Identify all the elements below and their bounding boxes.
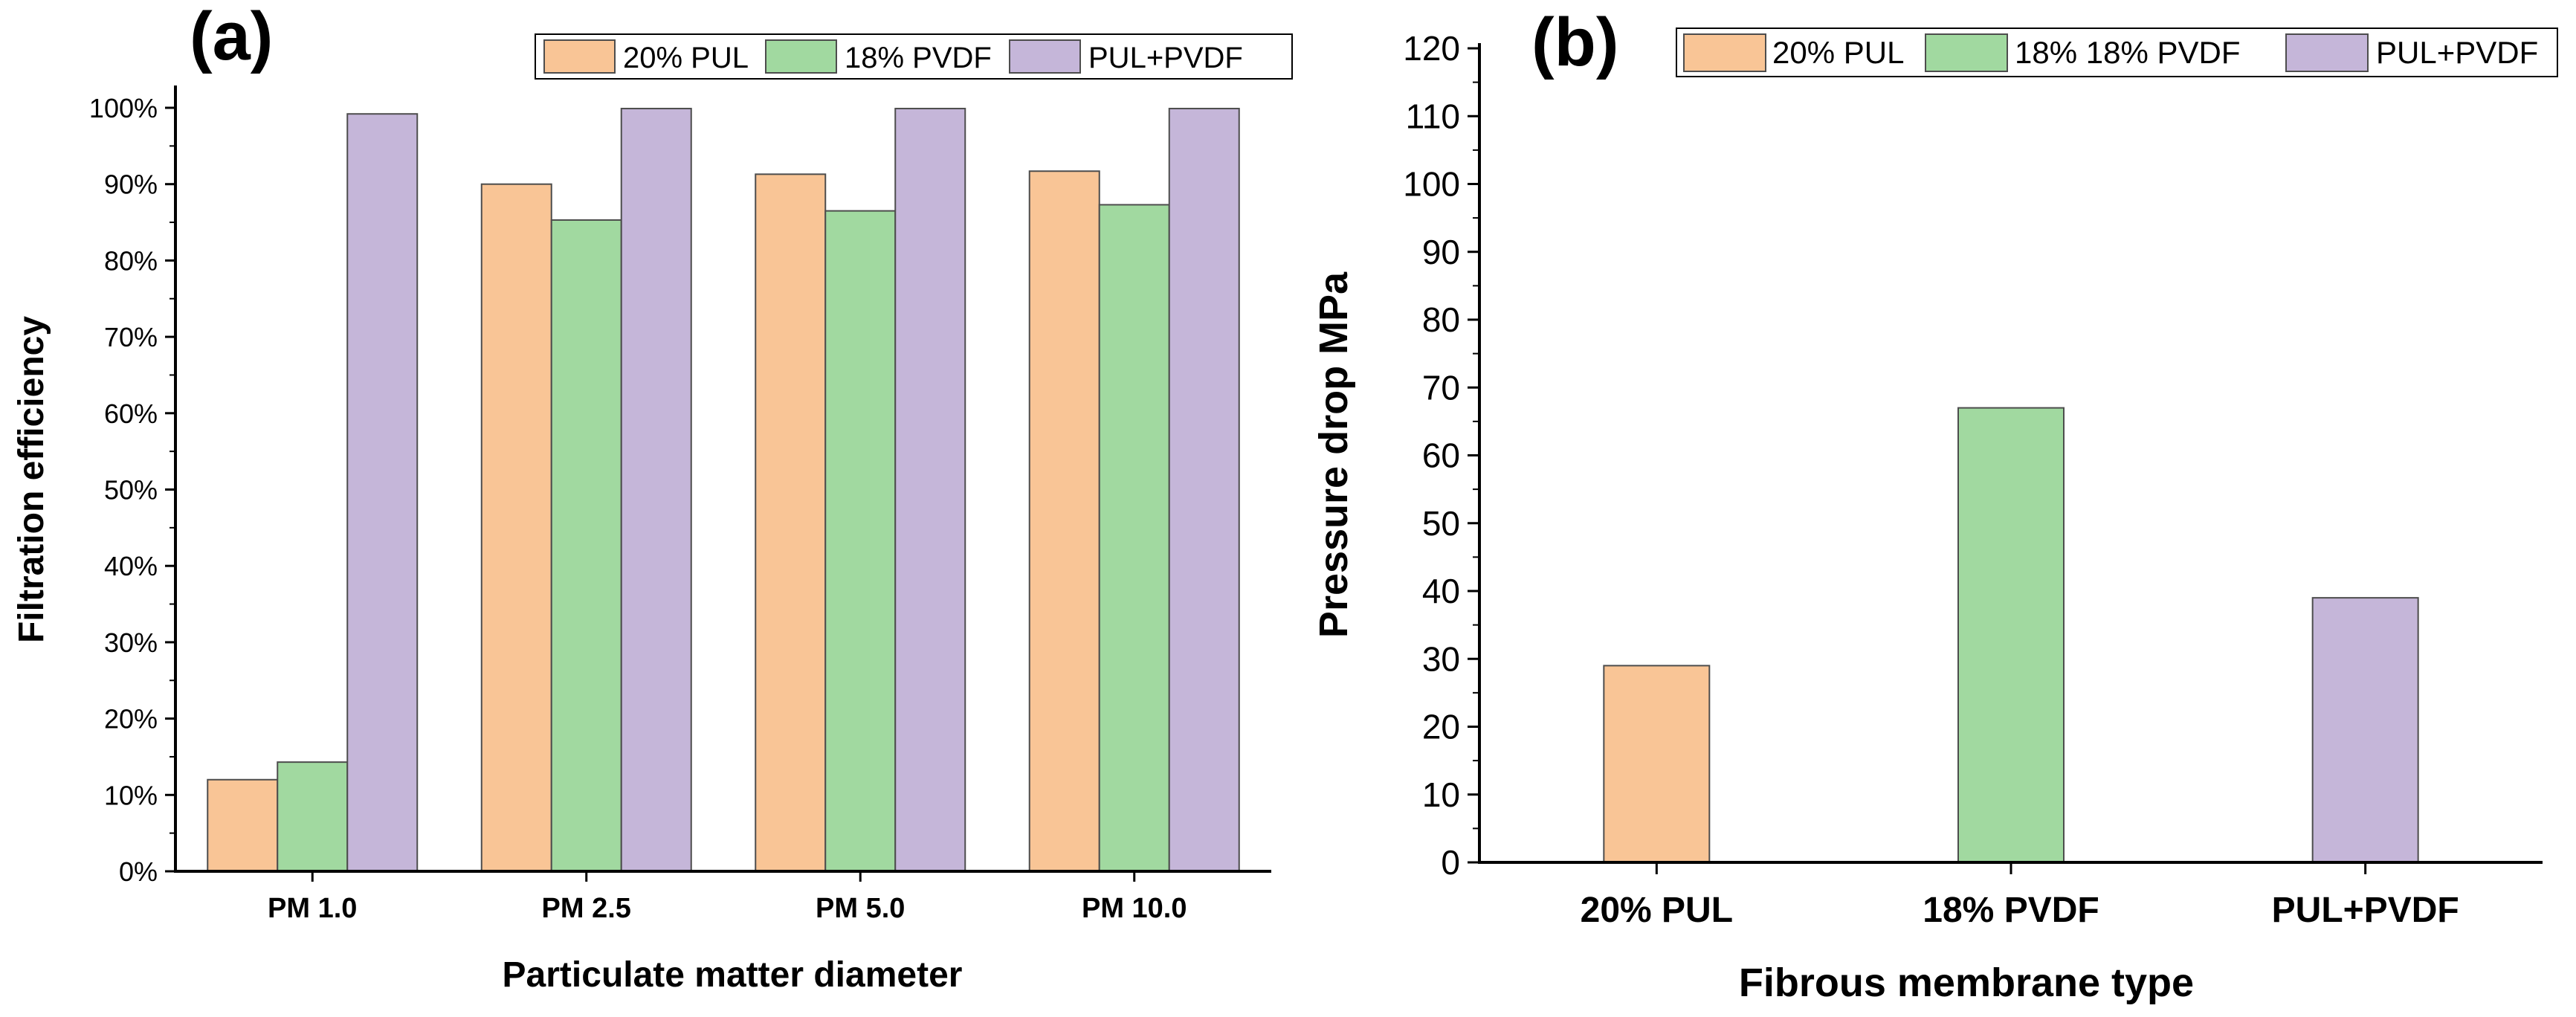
panel-b-y-tick-label: 80 (1422, 300, 1460, 339)
panel-a-y-tick-label: 60% (104, 398, 158, 429)
bar-pressure-drop-pul-pvdf (2311, 597, 2419, 863)
panel-a-x-ticks: PM 1.0 PM 2.5 PM 5.0 PM 10.0 (268, 871, 1187, 924)
panel-b-legend-swatch-pul (1683, 33, 1766, 72)
panel-a-y-tick-label: 80% (104, 245, 158, 276)
panel-a-legend: 20% PUL 18% PVDF PUL+PVDF (535, 33, 1293, 80)
bar-20-pul-pm-2-5 (480, 183, 552, 872)
panel-b: (b) 20% PUL 18% 18% PVDF PUL+PVDF 0 10 20 3… (1311, 4, 2558, 1005)
bar-18-pvdf-pm-2-5 (550, 219, 622, 872)
bar-20-pul-pm-5-0 (755, 173, 827, 872)
panel-b-y-tick-label: 100 (1403, 165, 1460, 204)
panel-a-x-tick-label-pm-1-0: PM 1.0 (268, 893, 357, 924)
panel-a-legend-label-pulpvdf: PUL+PVDF (1088, 42, 1243, 74)
panel-a-legend-label-pul: 20% PUL (623, 42, 749, 74)
panel-a-x-tick-label-pm-10-0: PM 10.0 (1082, 893, 1187, 924)
bar-18-pvdf-pm-5-0 (824, 210, 897, 872)
panel-a-y-tick-label: 20% (104, 704, 158, 734)
panel-b-legend-swatch-pulpvdf (2285, 33, 2369, 72)
panel-b-y-tick-label: 50 (1422, 504, 1460, 543)
bar-pressure-drop-18-pvdf (1957, 407, 2065, 863)
panel-b-legend-label-pvdf: 18% 18% PVDF (2015, 35, 2240, 70)
panel-b-legend-swatch-pvdf (1925, 33, 2008, 72)
panel-b-y-tick-label: 60 (1422, 436, 1460, 475)
panel-b-y-tick-label: 90 (1422, 233, 1460, 271)
panel-a-bars (207, 108, 1240, 873)
panel-b-y-tick-label: 120 (1403, 29, 1460, 68)
panel-b-legend: 20% PUL 18% 18% PVDF PUL+PVDF (1676, 28, 2558, 77)
panel-a-y-tick-label: 40% (104, 551, 158, 581)
panel-b-x-axis-title: Fibrous membrane type (1739, 960, 2194, 1005)
panel-b-y-tick-label: 10 (1422, 775, 1460, 814)
bar-20-pul-pm-10-0 (1028, 170, 1100, 872)
bar-pul-pvdf-pm-5-0 (894, 108, 966, 873)
panel-a-x-tick-label-pm-5-0: PM 5.0 (816, 893, 905, 924)
bar-pul-pvdf-pm-1-0 (346, 113, 419, 872)
panel-a-y-tick-label: 30% (104, 627, 158, 658)
panel-a-legend-swatch-pvdf (765, 39, 837, 74)
panel-b-x-tick-label-20-pul: 20% PUL (1581, 891, 1733, 930)
panel-a-legend-swatch-pulpvdf (1009, 39, 1081, 74)
panel-b-y-tick-label: 40 (1422, 572, 1460, 610)
panel-b-y-tick-label: 70 (1422, 368, 1460, 407)
bar-pul-pvdf-pm-10-0 (1168, 108, 1240, 873)
panel-b-y-ticks: 0 10 20 30 40 50 60 70 80 90 100 110 120 (1403, 29, 1479, 882)
panel-a-y-tick-label: 100% (89, 93, 158, 123)
panel-a-y-axis-title: Filtration efficiency (12, 316, 51, 643)
panel-a-label: (a) (190, 0, 273, 74)
panel-b-legend-box (1676, 28, 2558, 77)
panel-b-label: (b) (1531, 4, 1618, 80)
panel-b-y-tick-label: 0 (1441, 843, 1460, 882)
panel-b-legend-label-pulpvdf: PUL+PVDF (2376, 35, 2538, 70)
panel-b-y-tick-label: 30 (1422, 639, 1460, 678)
bar-18-pvdf-pm-10-0 (1098, 204, 1170, 872)
panel-b-legend-label-pul: 20% PUL (1772, 35, 1904, 70)
panel-a-legend-box (535, 33, 1293, 80)
panel-b-y-tick-label: 20 (1422, 708, 1460, 746)
panel-a-y-tick-label: 10% (104, 780, 158, 810)
panel-b-x-tick-label-pul-pvdf: PUL+PVDF (2272, 891, 2459, 930)
panel-a-y-tick-label: 70% (104, 322, 158, 352)
panel-b-x-tick-label-18-pvdf: 18% PVDF (1923, 891, 2099, 930)
bar-20-pul-pm-1-0 (207, 778, 279, 873)
panel-a-y-tick-label: 90% (104, 170, 158, 200)
bar-pul-pvdf-pm-2-5 (620, 108, 692, 873)
panel-a-legend-swatch-pul (543, 39, 616, 74)
panel-a: (a) 20% PUL 18% PVDF PUL+PVDF 0% 10% 20% 30… (12, 0, 1293, 995)
panel-a-y-tick-label: 50% (104, 475, 158, 506)
panel-a-x-tick-label-pm-2-5: PM 2.5 (542, 893, 631, 924)
panel-a-y-tick-label: 0% (119, 856, 158, 887)
panel-b-y-tick-label: 110 (1406, 97, 1460, 135)
bar-18-pvdf-pm-1-0 (277, 761, 349, 873)
bar-pressure-drop-20-pul (1603, 665, 1711, 863)
panel-b-y-axis-title: Pressure drop MPa (1311, 271, 1356, 638)
panel-b-bars (1603, 407, 2419, 863)
panel-a-legend-label-pvdf: 18% PVDF (845, 42, 992, 74)
panel-a-x-axis-title: Particulate matter diameter (503, 955, 963, 995)
panel-a-y-ticks: 0% 10% 20% 30% 40% 50% 60% 70% 80% 90% 100% (89, 93, 175, 887)
panel-b-x-ticks: 20% PUL 18% PVDF PUL+PVDF (1581, 862, 2459, 930)
